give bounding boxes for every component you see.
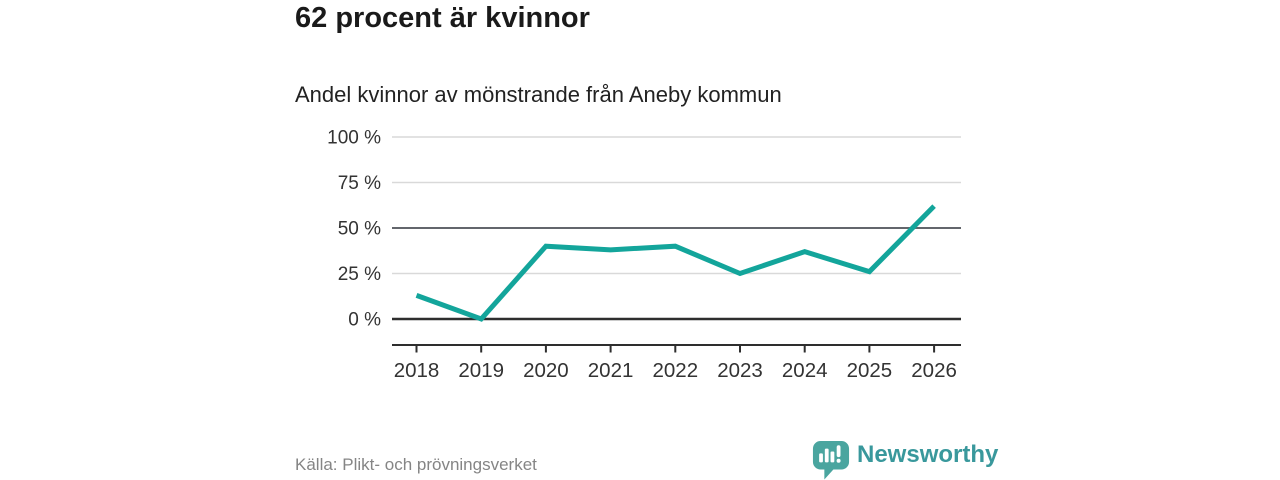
x-tick-label: 2022 (652, 359, 698, 382)
data-line-andel-kvinnor (415, 204, 936, 322)
x-tick-label: 2019 (458, 359, 504, 382)
y-tick-label: 100 % (327, 128, 381, 149)
x-tick-label: 2018 (394, 359, 440, 382)
y-tick-label: 75 % (338, 173, 381, 194)
source-note: Källa: Plikt- och prövningsverket (295, 455, 537, 474)
x-tick-label: 2026 (911, 359, 957, 382)
y-tick-label: 50 % (338, 219, 381, 240)
newsworthy-brand: Newsworthy (812, 440, 998, 480)
x-tick-label: 2023 (717, 359, 763, 382)
y-tick-label: 25 % (338, 264, 381, 285)
x-tick-label: 2021 (588, 359, 634, 382)
x-tick-label: 2020 (523, 359, 569, 382)
x-tick-label: 2024 (782, 359, 828, 382)
chart-subtitle: Andel kvinnor av mönstrande från Aneby k… (295, 82, 782, 107)
newsworthy-logo-text: Newsworthy (857, 441, 999, 468)
x-tick-label: 2025 (847, 359, 893, 382)
y-tick-label: 0 % (348, 310, 381, 331)
newsworthy-logo-icon (812, 441, 850, 480)
chart-title: 62 procent är kvinnor (295, 2, 590, 34)
